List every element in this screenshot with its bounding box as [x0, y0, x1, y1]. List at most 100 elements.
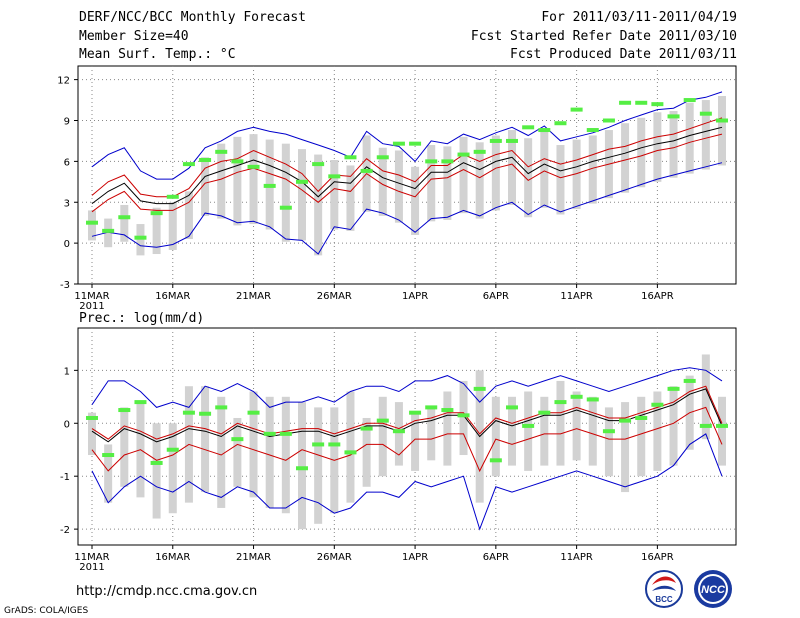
precip-observed-mark [215, 405, 228, 410]
precip-ytick-label: 1 [64, 366, 70, 377]
temp-observed-mark [457, 152, 470, 157]
temp-ensemble-box [233, 136, 242, 226]
precip-ensemble-box [104, 444, 113, 503]
precip-observed-mark [716, 423, 728, 428]
temp-ensemble-box [653, 112, 662, 182]
precip-ensemble-box [701, 354, 710, 440]
precip-observed-mark [376, 418, 389, 423]
temp-observed-mark [409, 141, 422, 146]
precip-observed-mark [538, 410, 551, 415]
temp-xtick-label: 21MAR [236, 291, 271, 302]
temp-observed-mark [699, 111, 712, 116]
temp-ensemble-box [718, 95, 726, 166]
precip-ensemble-box [411, 412, 420, 471]
temp-observed-mark [118, 215, 131, 220]
temp-observed-mark [667, 114, 680, 119]
temp-observed-mark [263, 183, 276, 188]
temp-ensemble-box [168, 202, 177, 250]
precip-xtick-label: 11MAR [74, 552, 109, 563]
temp-observed-mark [166, 194, 179, 199]
precip-ensemble-box [669, 386, 678, 466]
precip-observed-mark [425, 405, 438, 410]
precip-ytick-label: -1 [60, 472, 70, 483]
temp-ytick-label: 6 [64, 157, 70, 168]
precip-xtick-label: 16APR [641, 552, 674, 563]
temp-xtick-label: 26MAR [317, 291, 352, 302]
temp-ensemble-box [508, 130, 516, 205]
member-size-label: Member Size=40 [79, 29, 189, 44]
precip-ensemble-box [346, 391, 355, 503]
temp-observed-mark [360, 168, 373, 173]
precip-observed-mark [182, 410, 195, 415]
precip-ensemble-box [314, 407, 323, 524]
precip-ensemble-box [362, 417, 371, 487]
precip-observed-mark [667, 386, 680, 391]
temp-ensemble-box [378, 147, 387, 216]
precip-observed-mark [360, 426, 373, 431]
temp-ytick-label: -3 [60, 280, 70, 291]
temp-observed-mark [134, 235, 147, 240]
temp-ensemble-box [637, 117, 646, 188]
precip-observed-mark [312, 442, 325, 447]
temp-series-ensemble-min [91, 162, 723, 255]
precip-observed-mark [118, 408, 131, 413]
precip-ensemble-box [718, 396, 726, 466]
temp-ytick-label: 3 [64, 198, 70, 209]
temp-observed-mark [554, 121, 567, 126]
temp-ensemble-box [104, 218, 113, 248]
precip-plot-frame [77, 327, 737, 546]
precip-observed-mark [150, 460, 163, 465]
temp-observed-mark [312, 162, 325, 167]
precip-ensemble-box [249, 391, 258, 498]
precip-observed-mark [619, 418, 632, 423]
figure-title: DERF/NCC/BCC Monthly Forecast [79, 10, 306, 25]
temp-observed-mark [538, 128, 551, 133]
temp-observed-mark [619, 100, 632, 105]
temp-observed-mark [522, 125, 535, 130]
temp-ensemble-box [152, 207, 161, 255]
temp-observed-mark [182, 162, 195, 167]
temp-observed-mark [716, 118, 728, 123]
precip-observed-mark [554, 400, 567, 405]
temp-observed-mark [231, 159, 244, 164]
precip-ensemble-box [443, 391, 452, 466]
forecast-period-label: For 2011/03/11-2011/04/19 [541, 10, 737, 25]
temp-observed-mark [602, 118, 615, 123]
precip-xtick-label: 26MAR [317, 552, 352, 563]
precip-ensemble-box [120, 407, 129, 487]
temp-series-ensemble-max [91, 91, 723, 180]
precip-ensemble-box [588, 396, 597, 466]
temp-observed-mark [328, 174, 341, 179]
temp-ensemble-box [217, 143, 226, 219]
temp-ensemble-box [330, 160, 339, 230]
precip-observed-mark [344, 450, 357, 455]
precip-ensemble-box [459, 380, 468, 456]
temp-ensemble-box [685, 102, 694, 174]
temp-observed-mark [296, 179, 308, 184]
precip-ensemble-box [378, 396, 387, 477]
temp-observed-mark [651, 102, 664, 107]
temp-observed-mark [570, 107, 583, 112]
precip-ensemble-box [168, 423, 177, 514]
precip-ensemble-box [491, 396, 500, 477]
precip-observed-mark [231, 437, 244, 442]
precip-series-lower-band [91, 406, 723, 473]
temp-ensemble-box [524, 138, 533, 218]
temp-observed-mark [489, 138, 502, 143]
variable-label: Mean Surf. Temp.: °C [79, 47, 236, 62]
precip-observed-mark [522, 423, 535, 428]
precip-observed-mark [328, 442, 341, 447]
temp-observed-mark [683, 98, 696, 103]
temp-ensemble-box [394, 150, 403, 223]
temp-xtick-label: 16APR [641, 291, 674, 302]
temp-xtick-label: 11APR [560, 291, 593, 302]
temp-observed-mark [279, 205, 292, 210]
temp-ensemble-box [572, 139, 581, 210]
temp-observed-mark [376, 155, 389, 160]
temp-ensemble-box [556, 145, 565, 215]
source-url[interactable]: http://cmdp.ncc.cma.gov.cn [76, 584, 258, 599]
temp-observed-mark [635, 100, 648, 105]
precip-xtick-label: 6APR [483, 552, 509, 563]
